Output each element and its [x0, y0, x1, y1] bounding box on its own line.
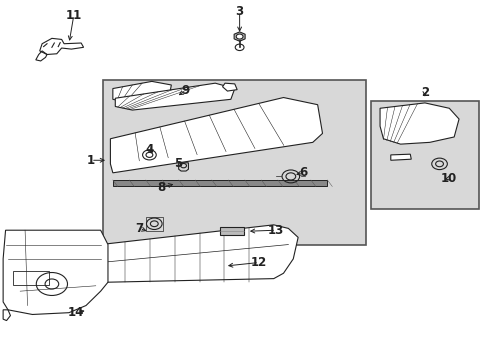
Polygon shape	[101, 225, 298, 282]
Text: 10: 10	[440, 172, 456, 185]
Bar	[220, 226, 244, 234]
Bar	[370, 101, 478, 209]
Polygon shape	[110, 98, 322, 173]
Circle shape	[236, 34, 243, 39]
Text: 6: 6	[298, 166, 306, 179]
Text: 14: 14	[68, 306, 84, 319]
Bar	[145, 217, 163, 231]
Polygon shape	[115, 83, 234, 110]
Polygon shape	[222, 83, 237, 91]
Text: 7: 7	[135, 222, 143, 235]
Bar	[113, 180, 327, 186]
Bar	[13, 271, 49, 285]
Text: 12: 12	[250, 256, 267, 269]
Text: 11: 11	[65, 9, 82, 22]
Text: 4: 4	[145, 143, 153, 156]
Polygon shape	[234, 32, 244, 41]
Text: 3: 3	[235, 5, 243, 18]
Polygon shape	[113, 81, 171, 103]
Text: 5: 5	[174, 157, 183, 170]
Text: 9: 9	[182, 84, 190, 97]
Bar	[103, 80, 366, 244]
Text: 2: 2	[420, 86, 428, 99]
Text: 1: 1	[87, 154, 95, 167]
Polygon shape	[379, 103, 458, 144]
Polygon shape	[390, 154, 410, 160]
Text: 8: 8	[157, 181, 165, 194]
Polygon shape	[3, 230, 108, 315]
Text: 13: 13	[267, 224, 284, 237]
